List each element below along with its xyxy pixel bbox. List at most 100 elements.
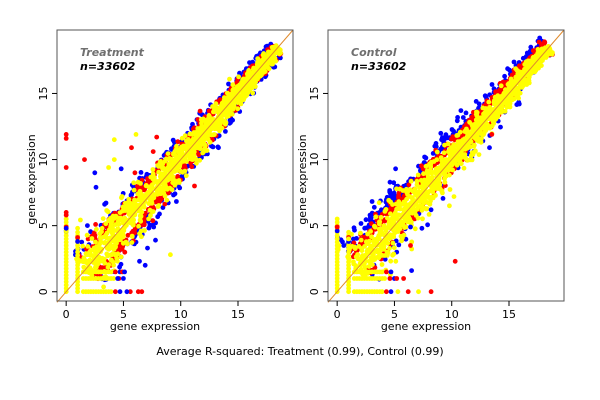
blue-point (507, 67, 512, 73)
blue-point (118, 166, 124, 172)
blue-point (170, 137, 176, 143)
yellow-point (386, 197, 392, 203)
yellow-point (104, 208, 110, 213)
yellow-point (158, 173, 164, 179)
blue-point (473, 99, 479, 104)
yellow-point (346, 289, 351, 295)
blue-point (425, 222, 430, 228)
yellow-point (268, 60, 274, 66)
blue-point (93, 184, 99, 190)
red-point (408, 243, 413, 248)
yellow-point (108, 224, 114, 229)
yellow-point (174, 155, 180, 160)
treatment-points (63, 41, 284, 295)
blue-point (458, 108, 464, 113)
blue-point (228, 120, 233, 125)
yellow-point (334, 262, 340, 268)
blue-point (153, 237, 158, 243)
yellow-point (524, 77, 529, 83)
yellow-point (147, 185, 153, 190)
yellow-point (111, 137, 117, 143)
blue-point (419, 225, 425, 231)
yellow-point (358, 258, 364, 263)
yellow-point (132, 197, 137, 203)
yellow-point (428, 161, 434, 167)
yellow-point (239, 97, 245, 103)
yellow-point (181, 157, 187, 163)
yellow-point (388, 211, 393, 217)
blue-point (387, 179, 393, 185)
blue-point (363, 217, 369, 223)
yellow-point (267, 51, 273, 56)
red-point (162, 201, 168, 207)
yellow-point (380, 240, 385, 246)
yellow-point (401, 210, 407, 216)
yellow-point (75, 272, 80, 278)
y-tick-label: 0 (308, 288, 321, 295)
yellow-point (139, 234, 144, 240)
yellow-point (75, 253, 80, 258)
blue-point (147, 222, 153, 228)
yellow-point (165, 151, 171, 157)
red-point (384, 289, 389, 295)
blue-point (440, 135, 445, 141)
yellow-point (217, 106, 223, 111)
red-point (334, 224, 340, 230)
control-x-axis-label: gene expression (381, 320, 471, 333)
yellow-point (63, 256, 69, 262)
yellow-point (517, 90, 523, 96)
blue-point (483, 94, 489, 99)
yellow-point (399, 238, 404, 244)
yellow-point (365, 231, 370, 237)
yellow-point (414, 178, 420, 184)
red-point (470, 114, 475, 120)
blue-point (362, 225, 368, 231)
blue-point (498, 124, 503, 130)
yellow-point (83, 251, 89, 256)
blue-point (408, 224, 413, 230)
yellow-point (334, 246, 340, 252)
yellow-point (375, 235, 381, 240)
blue-point (226, 81, 231, 87)
yellow-point (75, 266, 80, 271)
yellow-point (454, 133, 460, 138)
yellow-point (101, 240, 107, 246)
red-point (396, 193, 401, 199)
yellow-point (256, 73, 261, 79)
yellow-point (225, 95, 231, 101)
yellow-point (461, 165, 467, 171)
yellow-point (346, 286, 351, 291)
yellow-point (447, 172, 452, 178)
yellow-point (465, 136, 471, 142)
yellow-point (346, 253, 351, 258)
yellow-point (455, 156, 461, 161)
yellow-point (63, 253, 69, 258)
yellow-point (366, 259, 372, 264)
yellow-point (390, 240, 396, 246)
yellow-point (447, 187, 453, 192)
yellow-point (75, 269, 80, 275)
yellow-point (378, 215, 384, 220)
yellow-point (172, 167, 178, 173)
yellow-point (441, 150, 447, 156)
yellow-point (346, 269, 351, 275)
yellow-point (387, 245, 392, 251)
blue-point (351, 236, 356, 242)
yellow-point (163, 179, 169, 184)
yellow-point (391, 234, 397, 240)
yellow-point (236, 74, 242, 80)
yellow-point (179, 149, 185, 155)
yellow-point (63, 246, 69, 252)
yellow-point (133, 132, 139, 137)
yellow-point (110, 227, 115, 233)
yellow-point (431, 159, 437, 164)
yellow-point (486, 99, 492, 105)
control-plot-frame (327, 29, 565, 302)
yellow-point (398, 233, 404, 239)
yellow-point (182, 133, 188, 139)
yellow-point (516, 95, 521, 101)
yellow-point (507, 83, 512, 88)
yellow-point (396, 212, 402, 218)
yellow-point (527, 60, 533, 66)
yellow-point (75, 259, 80, 265)
